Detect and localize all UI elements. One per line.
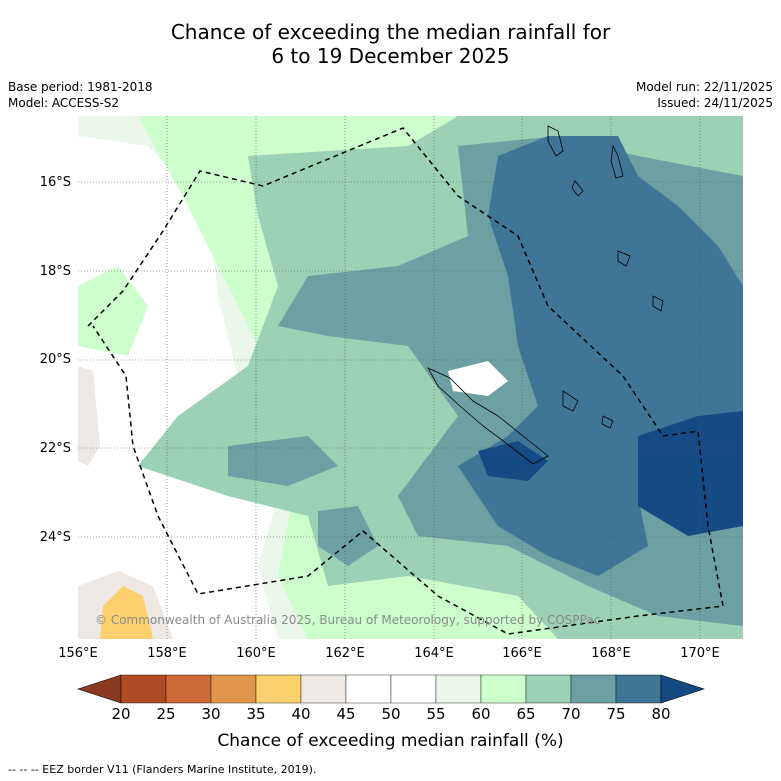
island-tanna: [617, 250, 631, 267]
colorbar-tick-35: 35: [246, 705, 266, 723]
lon-label-156e: 156°E: [58, 646, 98, 661]
lat-label-24s: 24°S: [39, 530, 71, 545]
colorbar-tick-75: 75: [606, 705, 626, 723]
band-60-65-west: [78, 266, 148, 356]
lon-label-166e: 166°E: [502, 646, 542, 661]
colorbar-swatch-65-70: [525, 674, 572, 704]
colorbar-swatch-45-50: [345, 674, 392, 704]
colorbar-tick-80: 80: [651, 705, 671, 723]
lon-label-164e: 164°E: [414, 646, 454, 661]
colorbar-tick-25: 25: [156, 705, 176, 723]
colorbar-swatch-70-75: [570, 674, 617, 704]
island-aneityum: [652, 295, 664, 312]
colorbar-tick-65: 65: [516, 705, 536, 723]
colorbar-swatch-60-65: [480, 674, 527, 704]
colorbar-swatch-30-35: [210, 674, 257, 704]
lat-label-16s: 16°S: [39, 175, 71, 190]
colorbar: [77, 674, 705, 704]
band-80-plus-b: [478, 441, 548, 481]
eez-border: [87, 127, 724, 635]
copyright-text: © Commonwealth of Australia 2025, Bureau…: [95, 613, 601, 627]
new-caledonia-coast: [427, 367, 549, 465]
band-70-75-b: [228, 436, 338, 486]
colorbar-swatch-40-45: [300, 674, 347, 704]
lon-label-168e: 168°E: [591, 646, 631, 661]
band-35-40: [100, 586, 153, 639]
colorbar-tick-50: 50: [381, 705, 401, 723]
band-70-75-c: [318, 506, 378, 566]
rainfall-map: [78, 116, 743, 639]
model-run-text: Model run: 22/11/2025: [635, 80, 773, 94]
map-title-line1: Chance of exceeding the median rainfall …: [170, 20, 611, 44]
model-text: Model: ACCESS-S2: [8, 96, 120, 110]
base-period-text: Base period: 1981-2018: [8, 80, 153, 94]
band-40-45-a: [78, 366, 100, 466]
lat-label-22s: 22°S: [39, 441, 71, 456]
island-lifou: [562, 390, 579, 412]
colorbar-title: Chance of exceeding median rainfall (%): [217, 731, 564, 751]
colorbar-extend-low: [77, 674, 122, 704]
issued-text: Issued: 24/11/2025: [657, 96, 773, 110]
eez-footnote: -- -- -- EEZ border V11 (Flanders Marine…: [8, 763, 317, 776]
colorbar-tick-20: 20: [111, 705, 131, 723]
island-mare: [601, 415, 614, 429]
colorbar-extend-high: [660, 674, 705, 704]
lon-label-158e: 158°E: [147, 646, 187, 661]
lon-label-160e: 160°E: [236, 646, 276, 661]
colorbar-tick-60: 60: [471, 705, 491, 723]
band-80-plus-a: [638, 411, 743, 536]
lat-label-20s: 20°S: [39, 352, 71, 367]
colorbar-tick-40: 40: [291, 705, 311, 723]
colorbar-tick-45: 45: [336, 705, 356, 723]
graticule: [78, 116, 743, 639]
colorbar-swatch-20-25: [120, 674, 167, 704]
lon-label-170e: 170°E: [680, 646, 720, 661]
band-45-55-west: [78, 136, 278, 639]
island-efate: [571, 180, 584, 197]
band-45-55-hole: [448, 361, 508, 396]
colorbar-tick-30: 30: [201, 705, 221, 723]
colorbar-swatch-55-60: [435, 674, 482, 704]
island-espiritu-santo: [547, 125, 564, 157]
colorbar-tick-55: 55: [426, 705, 446, 723]
island-malakula: [610, 144, 624, 179]
colorbar-swatch-50-55: [390, 674, 437, 704]
colorbar-tick-70: 70: [561, 705, 581, 723]
colorbar-swatch-35-40: [255, 674, 302, 704]
lon-label-162e: 162°E: [325, 646, 365, 661]
map-title-line2: 6 to 19 December 2025: [271, 44, 510, 68]
lat-label-18s: 18°S: [39, 264, 71, 279]
colorbar-swatch-25-30: [165, 674, 212, 704]
rainfall-contour-layer: [78, 116, 743, 639]
colorbar-swatch-75-80: [615, 674, 662, 704]
